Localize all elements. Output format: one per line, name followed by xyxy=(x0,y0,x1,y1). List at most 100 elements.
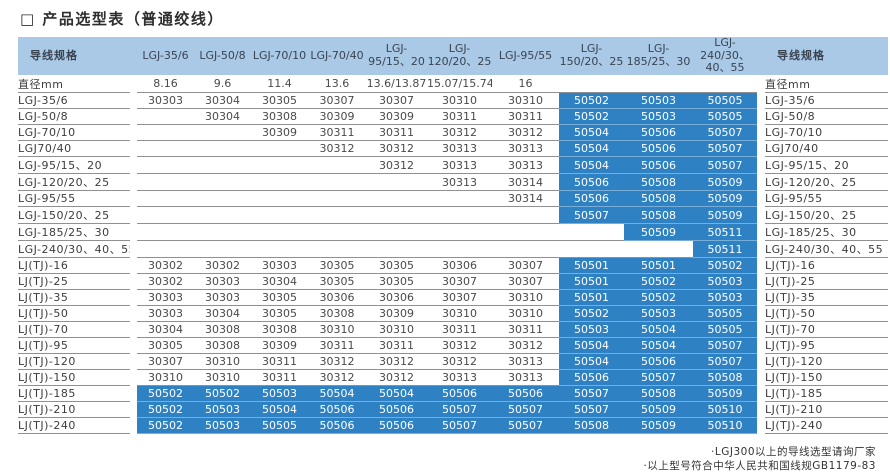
table-cell: 50501 xyxy=(559,257,624,275)
table-cell xyxy=(251,190,308,208)
row-label-left: LJ(TJ)-95 xyxy=(18,337,130,355)
table-cell xyxy=(251,223,308,242)
table-cell: 30305 xyxy=(137,337,194,355)
table-cell: 50509 xyxy=(624,223,693,242)
table-row: LJ(TJ)-25 30302 30303 30304 30305 30305 30307 3… xyxy=(18,273,888,291)
table-cell: 50507 xyxy=(693,156,757,175)
row-label-right: LGJ-95/55 xyxy=(765,190,888,208)
column-header: LGJ-150/20、25 xyxy=(559,37,624,75)
table-cell: 50507 xyxy=(492,417,559,435)
diameter-row: 直径mm 8.16 9.6 11.4 13.6 13.6/13.87 15.07/15.74… xyxy=(18,74,888,94)
table-cell: 30313 xyxy=(427,369,492,387)
table-cell: 30312 xyxy=(492,124,559,142)
table-cell: 30303 xyxy=(251,257,308,275)
row-label-left: LJ(TJ)-16 xyxy=(18,257,130,275)
row-label-right: LJ(TJ)-25 xyxy=(765,273,888,291)
table-cell: 30312 xyxy=(427,337,492,355)
table-cell: 30305 xyxy=(251,92,308,110)
table-row: LJ(TJ)-185 50502 50502 50503 50504 50504 50506… xyxy=(18,385,888,403)
column-gap xyxy=(757,240,765,258)
table-cell: 50508 xyxy=(624,385,693,403)
table-cell: 50506 xyxy=(624,353,693,371)
column-header: LGJ-185/25、30 xyxy=(624,37,693,75)
table-cell: 30304 xyxy=(194,305,251,323)
row-label-left: LJ(TJ)-50 xyxy=(18,305,130,323)
diameter-cell xyxy=(559,74,624,94)
table-cell: 50508 xyxy=(624,173,693,192)
table-row: LGJ-95/55 30314 50506 50508 50509 LGJ-95/55 xyxy=(18,190,888,208)
footnote-line: ·LGJ300以上的导线选型请询厂家 xyxy=(711,446,876,459)
table-cell: 50509 xyxy=(624,417,693,435)
table-cell: 30306 xyxy=(308,289,366,307)
table-cell: 30311 xyxy=(492,108,559,126)
table-cell xyxy=(559,223,624,242)
table-cell: 50503 xyxy=(624,92,693,110)
table-row: LGJ-185/25、30 50509 50511 LGJ-185/25、30 xyxy=(18,223,888,242)
table-cell: 30312 xyxy=(366,369,427,387)
table-cell xyxy=(427,206,492,225)
table-cell: 50504 xyxy=(559,156,624,175)
table-cell xyxy=(251,156,308,175)
column-gap xyxy=(130,37,137,75)
row-label-right: LGJ-95/15、20 xyxy=(765,156,888,175)
column-gap xyxy=(130,273,137,290)
table-cell: 30309 xyxy=(251,337,308,355)
row-label-right: LGJ-35/6 xyxy=(765,92,888,110)
column-gap xyxy=(757,289,765,306)
row-label-left: LGJ-120/20、25 xyxy=(18,173,130,192)
table-cell: 30310 xyxy=(194,369,251,387)
table-cell: 50503 xyxy=(194,401,251,419)
column-gap xyxy=(757,369,765,386)
column-gap xyxy=(757,257,765,274)
table-cell: 30308 xyxy=(194,321,251,339)
column-gap xyxy=(757,74,765,93)
table-cell: 30311 xyxy=(251,353,308,371)
table-cell: 30310 xyxy=(427,305,492,323)
column-gap xyxy=(130,173,137,191)
column-gap xyxy=(757,223,765,241)
table-cell: 30305 xyxy=(308,257,366,275)
column-gap xyxy=(757,190,765,207)
table-cell: 30311 xyxy=(251,369,308,387)
table-cell xyxy=(137,240,194,259)
table-cell: 30305 xyxy=(366,273,427,291)
table-cell xyxy=(194,140,251,158)
table-row: LJ(TJ)-120 30307 30310 30311 30312 30312 30312… xyxy=(18,353,888,371)
table-cell: 30311 xyxy=(492,321,559,339)
table-cell: 50502 xyxy=(137,401,194,419)
column-gap xyxy=(130,401,137,418)
table-cell: 50511 xyxy=(693,223,757,242)
table-cell: 30307 xyxy=(366,92,427,110)
table-row: LJ(TJ)-95 30305 30308 30309 30311 30311 30312 3… xyxy=(18,337,888,355)
table-cell: 50510 xyxy=(693,401,757,419)
table-cell: 30307 xyxy=(427,273,492,291)
column-gap xyxy=(130,74,137,93)
row-label-right: LGJ-150/20、25 xyxy=(765,206,888,225)
table-cell: 50507 xyxy=(559,385,624,403)
table-cell: 30306 xyxy=(366,289,427,307)
column-gap xyxy=(757,37,765,75)
table-header-row: 导线规格 LGJ-35/6 LGJ-50/8 LGJ-70/10 LGJ-70/40 LG… xyxy=(18,37,888,75)
column-gap xyxy=(757,273,765,290)
column-gap xyxy=(130,190,137,207)
table-cell: 50505 xyxy=(693,321,757,339)
diameter-cell: 15.07/15.74 xyxy=(427,74,492,94)
row-label-right: LJ(TJ)-210 xyxy=(765,401,888,419)
table-cell: 50504 xyxy=(559,337,624,355)
table-cell: 30310 xyxy=(492,92,559,110)
table-cell xyxy=(366,223,427,242)
table-cell: 50504 xyxy=(624,337,693,355)
table-cell: 30308 xyxy=(251,108,308,126)
table-cell: 50503 xyxy=(251,385,308,403)
table-cell: 50506 xyxy=(308,417,366,435)
column-gap xyxy=(130,369,137,386)
table-cell: 30313 xyxy=(492,369,559,387)
table-cell: 50501 xyxy=(559,289,624,307)
table-cell: 50503 xyxy=(559,321,624,339)
column-gap xyxy=(130,289,137,306)
row-label-left: LJ(TJ)-35 xyxy=(18,289,130,307)
row-label-right: LJ(TJ)-35 xyxy=(765,289,888,307)
table-row: LGJ-150/20、25 50507 50508 50509 LGJ-150/20、2… xyxy=(18,206,888,225)
table-cell xyxy=(427,190,492,208)
row-label-right: LJ(TJ)-16 xyxy=(765,257,888,275)
